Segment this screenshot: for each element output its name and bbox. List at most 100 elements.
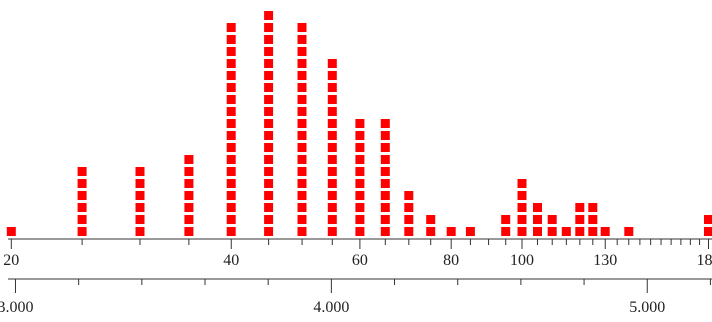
dot-marker [355, 131, 365, 140]
dot-marker [135, 179, 145, 188]
dot-marker [226, 179, 236, 188]
dot-marker [297, 71, 307, 80]
dot-marker [380, 203, 390, 212]
dot-marker [327, 107, 337, 116]
dot-marker [226, 131, 236, 140]
dot-marker [297, 95, 307, 104]
bottom-tick-label: 5.000 [629, 299, 665, 316]
top-tick-label: 130 [593, 252, 617, 269]
dot-marker [264, 191, 274, 200]
dot-marker [184, 227, 194, 236]
dot-marker [77, 203, 87, 212]
dot-marker [380, 155, 390, 164]
dot-marker [264, 227, 274, 236]
dot-marker [380, 119, 390, 128]
dot-marker [6, 227, 16, 236]
top-axis-ticks: 20 40 60 80 100 130 180 [3, 239, 712, 269]
dot-marker [380, 215, 390, 224]
bottom-tick-label: 3.000 [0, 299, 33, 316]
dot-marker [184, 155, 194, 164]
dot-layer [6, 11, 712, 236]
dot-marker [501, 227, 511, 236]
dot-marker [380, 143, 390, 152]
dot-marker [327, 191, 337, 200]
dot-marker [355, 155, 365, 164]
dot-marker [226, 95, 236, 104]
dot-marker [426, 215, 436, 224]
dot-marker [135, 167, 145, 176]
dot-marker [501, 215, 511, 224]
dot-marker [327, 59, 337, 68]
dot-marker [264, 71, 274, 80]
dot-marker [226, 47, 236, 56]
dot-marker [380, 179, 390, 188]
dot-marker [184, 179, 194, 188]
dot-marker [226, 83, 236, 92]
dot-marker [588, 203, 598, 212]
dot-marker [327, 143, 337, 152]
dot-marker [624, 227, 634, 236]
dot-marker [355, 179, 365, 188]
dot-marker [575, 203, 585, 212]
dot-marker [517, 215, 527, 224]
dot-marker [77, 227, 87, 236]
dot-marker [264, 95, 274, 104]
dot-marker [226, 155, 236, 164]
top-tick-label: 20 [3, 252, 19, 269]
dot-marker [264, 215, 274, 224]
dot-marker [226, 143, 236, 152]
dot-marker [327, 203, 337, 212]
top-tick-label: 100 [510, 252, 534, 269]
dot-marker [297, 227, 307, 236]
dot-marker [264, 35, 274, 44]
dot-marker [135, 227, 145, 236]
dot-marker [264, 155, 274, 164]
dot-marker [297, 155, 307, 164]
dot-marker [517, 203, 527, 212]
dot-marker [264, 131, 274, 140]
dot-marker [77, 179, 87, 188]
dot-marker [465, 227, 475, 236]
dot-marker [297, 35, 307, 44]
dot-marker [588, 215, 598, 224]
dot-marker [517, 179, 527, 188]
dot-marker [297, 191, 307, 200]
dot-marker [355, 167, 365, 176]
dot-marker [547, 215, 557, 224]
dot-marker [561, 227, 571, 236]
dot-marker [77, 167, 87, 176]
dot-marker [380, 227, 390, 236]
dot-marker [264, 23, 274, 32]
dot-marker [297, 23, 307, 32]
dot-marker [226, 227, 236, 236]
dot-marker [264, 119, 274, 128]
dot-marker [226, 107, 236, 116]
dot-marker [327, 131, 337, 140]
dot-marker [226, 71, 236, 80]
dot-marker [264, 83, 274, 92]
dot-marker [297, 119, 307, 128]
dot-marker [600, 227, 610, 236]
dot-marker [264, 11, 274, 20]
dot-marker [77, 215, 87, 224]
dot-marker [297, 167, 307, 176]
dot-marker [297, 83, 307, 92]
dot-marker [297, 59, 307, 68]
dot-marker [327, 167, 337, 176]
dot-marker [380, 167, 390, 176]
dot-marker [533, 203, 542, 212]
dot-marker [327, 83, 337, 92]
dot-marker [327, 71, 337, 80]
dot-marker [264, 179, 274, 188]
top-tick-label: 60 [352, 252, 368, 269]
dot-marker [704, 215, 712, 224]
dot-marker [264, 59, 274, 68]
top-tick-label: 80 [443, 252, 459, 269]
dot-marker [226, 215, 236, 224]
dot-marker [226, 119, 236, 128]
dot-marker [446, 227, 456, 236]
dot-marker [297, 179, 307, 188]
dot-marker [297, 107, 307, 116]
dot-marker [297, 203, 307, 212]
dot-marker [533, 227, 542, 236]
